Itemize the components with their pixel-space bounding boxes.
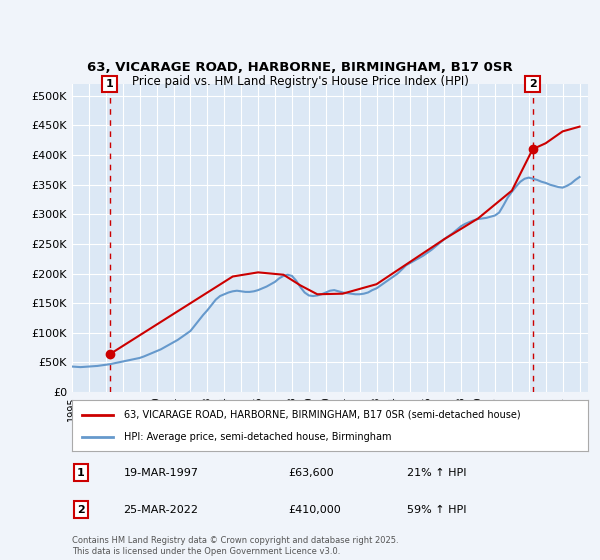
- Text: Price paid vs. HM Land Registry's House Price Index (HPI): Price paid vs. HM Land Registry's House …: [131, 74, 469, 88]
- Text: 63, VICARAGE ROAD, HARBORNE, BIRMINGHAM, B17 0SR: 63, VICARAGE ROAD, HARBORNE, BIRMINGHAM,…: [87, 60, 513, 74]
- Text: 25-MAR-2022: 25-MAR-2022: [124, 505, 199, 515]
- Text: £410,000: £410,000: [289, 505, 341, 515]
- Text: 63, VICARAGE ROAD, HARBORNE, BIRMINGHAM, B17 0SR (semi-detached house): 63, VICARAGE ROAD, HARBORNE, BIRMINGHAM,…: [124, 409, 520, 419]
- Text: 1: 1: [106, 79, 113, 89]
- Text: HPI: Average price, semi-detached house, Birmingham: HPI: Average price, semi-detached house,…: [124, 432, 391, 442]
- Text: 2: 2: [77, 505, 85, 515]
- Text: 21% ↑ HPI: 21% ↑ HPI: [407, 468, 467, 478]
- Text: 19-MAR-1997: 19-MAR-1997: [124, 468, 199, 478]
- Text: £63,600: £63,600: [289, 468, 334, 478]
- Text: 59% ↑ HPI: 59% ↑ HPI: [407, 505, 467, 515]
- Text: 1: 1: [77, 468, 85, 478]
- Text: 2: 2: [529, 79, 536, 89]
- Text: Contains HM Land Registry data © Crown copyright and database right 2025.
This d: Contains HM Land Registry data © Crown c…: [72, 536, 398, 556]
